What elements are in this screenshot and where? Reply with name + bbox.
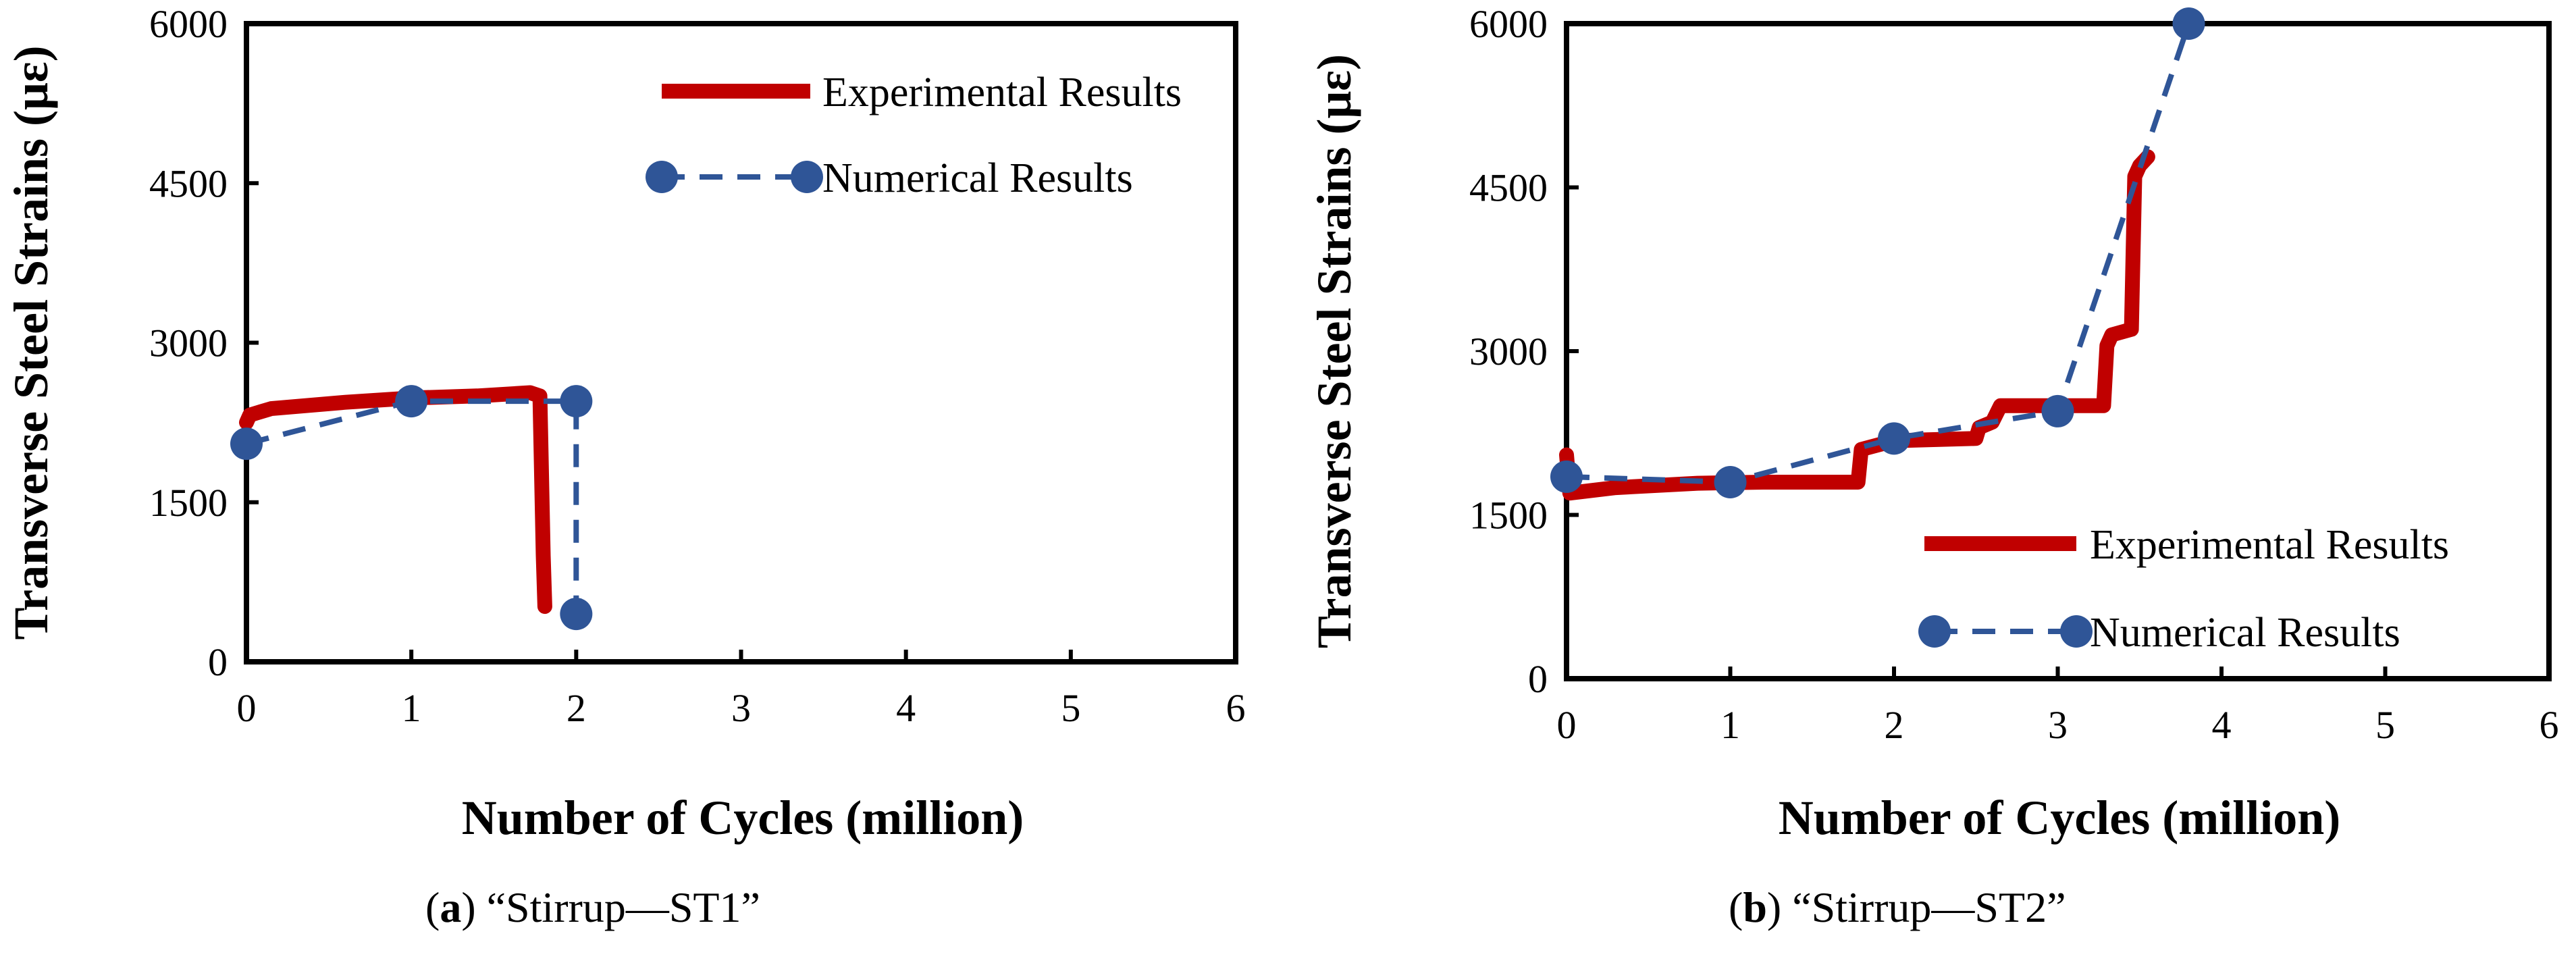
caption-letter: a [440, 883, 461, 931]
x-tick-label: 2 [567, 686, 586, 730]
series-numerical-marker [230, 427, 263, 461]
plot-frame [1564, 21, 2552, 681]
panel-caption: (b) “Stirrup—ST2” [1729, 883, 2066, 931]
caption-paren-open: ( [1729, 883, 1743, 931]
x-axis-label: Number of Cycles (million) [462, 791, 1024, 845]
series-experimental-line [1559, 149, 2155, 501]
y-tick-label: 0 [1528, 657, 1548, 701]
y-tick-label: 1500 [1469, 494, 1548, 538]
chart-panel-b: 0 1500 3000 4500 6000 0 1 2 3 4 5 6 Number of Cycles… [1307, 2, 2559, 931]
chart-panel-a: 0 1500 3000 4500 6000 0 1 2 3 4 5 6 Number of Cycles… [4, 2, 1246, 931]
x-tick-label: 2 [1885, 703, 1904, 747]
legend-numerical-marker [1918, 615, 1951, 648]
y-tick-label: 3000 [1469, 330, 1548, 373]
legend-label: Numerical Results [822, 155, 1133, 201]
x-tick-label: 1 [402, 686, 421, 730]
caption-paren-close: ) [1767, 883, 1792, 931]
y-tick-label: 6000 [1469, 2, 1548, 46]
legend-label: Experimental Results [822, 70, 1182, 115]
x-tick-label: 4 [2212, 703, 2232, 747]
x-tick-label: 6 [2540, 703, 2559, 747]
caption-letter: b [1743, 883, 1767, 931]
legend-numerical-marker [2060, 615, 2093, 648]
x-tick-label: 3 [731, 686, 751, 730]
x-tick-label: 1 [1720, 703, 1740, 747]
x-tick-label: 0 [1557, 703, 1577, 747]
x-tick-label: 5 [1061, 686, 1080, 730]
y-tick-label: 1500 [149, 481, 228, 525]
y-axis-label: Transverse Steel Strains (με) [1307, 54, 1361, 648]
x-tick-label: 6 [1226, 686, 1246, 730]
x-tick-label: 0 [237, 686, 257, 730]
legend-numerical-marker [646, 161, 678, 193]
series-numerical-marker [2041, 394, 2074, 427]
caption-text: “Stirrup—ST2” [1792, 883, 2066, 931]
series-numerical-marker [560, 385, 593, 418]
panel-caption: (a) “Stirrup—ST1” [425, 883, 760, 931]
series-numerical-line [246, 398, 579, 615]
plot-frame [244, 21, 1238, 664]
series-numerical-marker [1714, 466, 1747, 498]
x-tick-label: 5 [2375, 703, 2395, 747]
legend-label: Numerical Results [2090, 610, 2400, 656]
y-tick-label: 3000 [149, 321, 228, 365]
series-numerical-marker [2172, 7, 2205, 40]
series-numerical-marker [1878, 422, 1910, 455]
x-tick-label: 3 [2048, 703, 2068, 747]
y-tick-label: 6000 [149, 2, 228, 46]
series-numerical-line [1566, 22, 2192, 485]
series-numerical-marker [1550, 460, 1583, 493]
y-tick-label: 4500 [1469, 166, 1548, 210]
caption-paren-close: ) [461, 883, 486, 931]
series-experimental-line [239, 385, 552, 615]
series-numerical-marker [395, 385, 428, 418]
x-tick-label: 4 [896, 686, 916, 730]
series-numerical-marker [560, 598, 593, 631]
x-axis-label: Number of Cycles (million) [1779, 791, 2341, 845]
y-axis-label: Transverse Steel Strains (με) [4, 45, 58, 640]
legend-label: Experimental Results [2090, 522, 2449, 568]
y-tick-label: 0 [208, 640, 228, 684]
caption-text: “Stirrup—ST1” [487, 883, 760, 931]
y-tick-label: 4500 [149, 161, 228, 205]
caption-paren-open: ( [425, 883, 440, 931]
legend-numerical-marker [791, 161, 823, 193]
